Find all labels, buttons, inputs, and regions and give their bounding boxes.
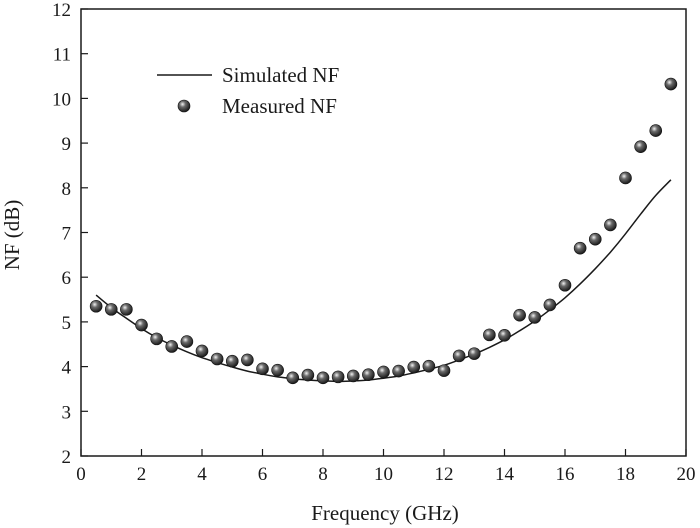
measured-nf-point	[604, 218, 617, 232]
y-tick-label: 11	[53, 45, 71, 66]
x-tick-label: 2	[137, 464, 147, 485]
measured-nf-point	[407, 360, 421, 374]
y-tick-label: 6	[62, 268, 72, 289]
measured-nf-point	[120, 303, 133, 316]
measured-nf-point	[195, 344, 209, 358]
measured-nf-point	[316, 371, 330, 385]
measured-nf-point	[165, 340, 179, 353]
y-tick-label: 3	[62, 402, 72, 423]
measured-nf-point	[286, 371, 300, 385]
measured-nf-point	[104, 303, 118, 316]
y-tick-label: 7	[62, 224, 72, 245]
plot-frame	[80, 8, 687, 457]
y-tick-label: 12	[52, 0, 71, 21]
x-tick-label: 10	[374, 464, 393, 485]
legend: Simulated NF Measured NF	[157, 63, 339, 118]
measured-nf-point	[271, 363, 284, 377]
measured-nf-point	[649, 124, 663, 137]
simulated-nf-line	[95, 179, 672, 383]
measured-nf-point	[664, 77, 678, 91]
legend-simulated-label: Simulated NF	[222, 63, 339, 87]
x-tick-label: 16	[556, 464, 575, 485]
y-axis-title: NF (dB)	[0, 200, 24, 271]
x-tick-label: 14	[495, 464, 515, 485]
legend-measured-label: Measured NF	[222, 94, 337, 118]
x-tick-label: 20	[677, 464, 696, 485]
x-tick-label: 12	[435, 464, 454, 485]
measured-nf-point	[180, 335, 194, 348]
measured-nf-point	[543, 298, 557, 312]
measured-nf-point	[513, 308, 526, 322]
x-tick-label: 18	[616, 464, 635, 485]
measured-nf-point	[362, 368, 375, 381]
measured-nf-point	[422, 359, 436, 373]
measured-nf-point	[634, 140, 647, 153]
measured-nf-point	[256, 362, 269, 376]
y-tick-label: 9	[62, 134, 72, 155]
measured-nf-series	[89, 77, 678, 385]
x-tick-label: 8	[318, 464, 328, 485]
y-tick-label: 5	[62, 313, 72, 334]
measured-nf-point	[377, 365, 390, 379]
measured-nf-point	[498, 329, 511, 342]
legend-measured-swatch	[177, 99, 191, 113]
measured-nf-point	[528, 311, 542, 324]
measured-nf-point	[210, 352, 224, 366]
y-tick-label: 8	[62, 179, 72, 200]
simulated-nf-series	[95, 179, 672, 383]
measured-nf-point	[588, 232, 602, 246]
measured-nf-point	[483, 328, 496, 342]
measured-nf-point	[301, 368, 315, 382]
measured-nf-point	[135, 318, 148, 332]
x-axis-title: Frequency (GHz)	[311, 501, 459, 525]
measured-nf-point	[437, 364, 451, 377]
measured-nf-point	[241, 353, 254, 367]
measured-nf-point	[558, 278, 572, 292]
x-tick-label: 0	[76, 464, 86, 485]
measured-nf-point	[392, 364, 405, 378]
y-tick-label: 10	[52, 89, 71, 110]
measured-nf-point	[150, 332, 163, 346]
measured-nf-point	[619, 171, 632, 185]
measured-nf-point	[452, 349, 466, 363]
y-tick-label: 2	[62, 447, 72, 468]
measured-nf-point	[467, 347, 481, 360]
measured-nf-point	[573, 241, 587, 255]
x-tick-label: 4	[197, 464, 207, 485]
measured-nf-point	[89, 299, 103, 313]
measured-nf-point	[346, 369, 360, 383]
measured-nf-point	[331, 370, 345, 384]
measured-nf-point	[225, 354, 239, 368]
x-tick-label: 6	[258, 464, 268, 485]
y-tick-label: 4	[62, 358, 72, 379]
